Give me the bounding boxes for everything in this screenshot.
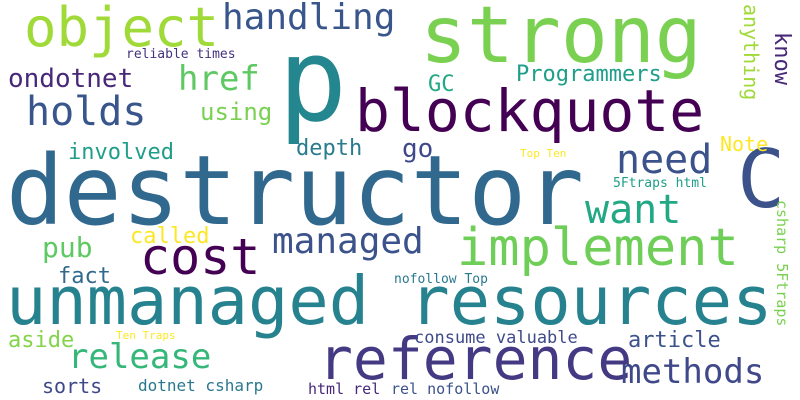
word-reference: reference xyxy=(318,325,633,393)
word-want: want xyxy=(585,187,682,233)
word-c: C xyxy=(737,133,786,226)
word-html-rel: html rel xyxy=(308,380,381,398)
word-article: article xyxy=(628,328,721,353)
word-holds: holds xyxy=(26,89,147,135)
word-fact: fact xyxy=(58,264,111,289)
word-ondotnet: ondotnet xyxy=(8,64,134,94)
word-5ftraps-html: 5Ftraps html xyxy=(613,176,707,191)
word-note: Note xyxy=(720,132,769,156)
word-managed: managed xyxy=(272,221,424,262)
word-gc: GC xyxy=(428,72,455,97)
word-need: need xyxy=(616,137,713,183)
word-handling: handling xyxy=(222,0,396,38)
word-programmers: Programmers xyxy=(516,62,662,87)
word-aside: aside xyxy=(8,328,75,353)
word-methods: methods xyxy=(621,352,765,392)
word-strong: strong xyxy=(420,0,702,81)
word-blockquote: blockquote xyxy=(355,77,705,145)
word-dotnet-csharp: dotnet csharp xyxy=(138,376,264,395)
word-destructor: destructor xyxy=(6,135,584,247)
word-object: object xyxy=(24,0,220,59)
word-rel-nofollow: rel nofollow xyxy=(391,380,500,398)
word-p: p xyxy=(278,14,348,148)
word-ten-traps: Ten Traps xyxy=(116,329,176,342)
word-called: called xyxy=(130,224,210,249)
word-go: go xyxy=(402,134,434,164)
word-know: know xyxy=(769,32,794,85)
word-implement: implement xyxy=(457,218,739,278)
word-top-ten: Top Ten xyxy=(520,147,567,160)
word-anything: anything xyxy=(739,4,763,101)
word-href: href xyxy=(178,59,260,99)
word-involved: involved xyxy=(68,140,174,165)
word-unmanaged-resources: unmanaged resources xyxy=(6,262,773,340)
word-consume-valuable: consume valuable xyxy=(414,328,578,348)
word-depth: depth xyxy=(296,136,363,161)
word-sorts: sorts xyxy=(42,374,103,398)
word-release: release xyxy=(68,337,212,377)
word-using: using xyxy=(200,98,273,126)
word-nofollow-top: nofollow Top xyxy=(394,272,488,287)
word-reliable-times: reliable times xyxy=(126,47,236,62)
word-pub: pub xyxy=(42,231,93,264)
word-csharp-5ftraps: csharp 5Ftraps xyxy=(773,200,791,327)
word-cost: cost xyxy=(140,228,261,286)
